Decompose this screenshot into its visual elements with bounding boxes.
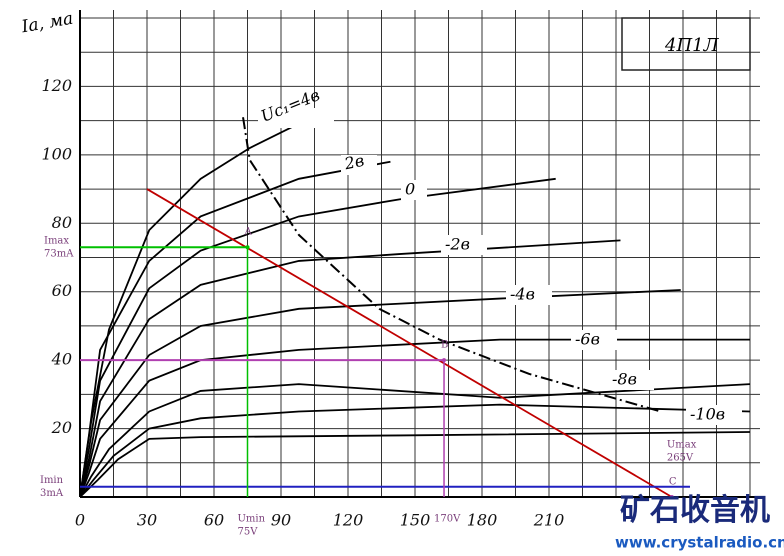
curve xyxy=(79,160,391,498)
curve-label-bg xyxy=(341,155,377,175)
curve-label-bg xyxy=(441,235,487,255)
curve-label: 0 xyxy=(405,180,415,199)
y-tick-label: 20 xyxy=(51,418,72,437)
curve xyxy=(79,431,751,498)
point xyxy=(442,358,447,363)
x-guide-label: 75V xyxy=(238,527,259,538)
y-tick-label: 80 xyxy=(52,213,72,232)
curve-label: -10в xyxy=(690,405,725,424)
curve-label: -8в xyxy=(612,370,637,389)
x-tick-label: 0 xyxy=(75,511,85,530)
point-label: A xyxy=(244,227,253,238)
x-tick-label: 120 xyxy=(333,511,364,530)
imin-label: Imin xyxy=(40,475,64,486)
curve xyxy=(242,117,661,413)
watermark-title: 矿石收音机 xyxy=(620,493,770,528)
curve xyxy=(79,289,681,498)
x-guide-label: Umin xyxy=(238,514,266,525)
x-tick-label: 180 xyxy=(467,511,498,530)
curve xyxy=(79,239,621,498)
curve xyxy=(79,109,327,498)
curve xyxy=(79,338,750,498)
curve-label: -2в xyxy=(445,235,470,254)
curve xyxy=(79,403,751,498)
curve-label-bg xyxy=(506,285,552,305)
y-tick-label: 120 xyxy=(41,76,72,95)
x-tick-label: 150 xyxy=(400,511,431,530)
chart-title: 4П1Л xyxy=(664,35,720,56)
x-tick-label: 30 xyxy=(137,511,157,530)
y-guide-label: 73mA xyxy=(44,249,74,260)
title-box xyxy=(621,17,751,71)
imin-label: 3mA xyxy=(40,488,64,499)
y-axis-label: Ia, ма xyxy=(19,9,75,38)
curve-label: -4в xyxy=(510,285,535,304)
y-tick-label: 60 xyxy=(52,281,72,300)
x-tick-label: 60 xyxy=(204,511,224,530)
y-tick-label: 40 xyxy=(51,350,72,369)
curve-label-bg xyxy=(608,370,654,390)
x-guide-label: 265V xyxy=(667,453,694,464)
point xyxy=(669,495,674,499)
x-tick-label: 210 xyxy=(533,511,565,530)
curve-label-bg xyxy=(571,330,617,350)
y-guide-label: Imax xyxy=(44,236,69,247)
curve-label-bg xyxy=(686,405,742,425)
curve xyxy=(79,177,556,498)
curve-label: 2в xyxy=(342,151,366,174)
point-label: C xyxy=(669,477,677,488)
curve xyxy=(79,383,751,498)
curve-label: -6в xyxy=(575,330,600,349)
curve-label-bg xyxy=(258,108,334,128)
x-tick-label: 90 xyxy=(271,511,291,530)
curve-label-bg xyxy=(401,180,427,200)
y-tick-label: 100 xyxy=(41,144,72,163)
point-label: B xyxy=(441,340,448,351)
point xyxy=(245,245,250,250)
watermark-url: www.crystalradio.cn xyxy=(615,534,784,552)
curve xyxy=(146,188,673,498)
x-guide-label: Umax xyxy=(667,440,697,451)
x-guide-label: 170V xyxy=(434,514,461,525)
